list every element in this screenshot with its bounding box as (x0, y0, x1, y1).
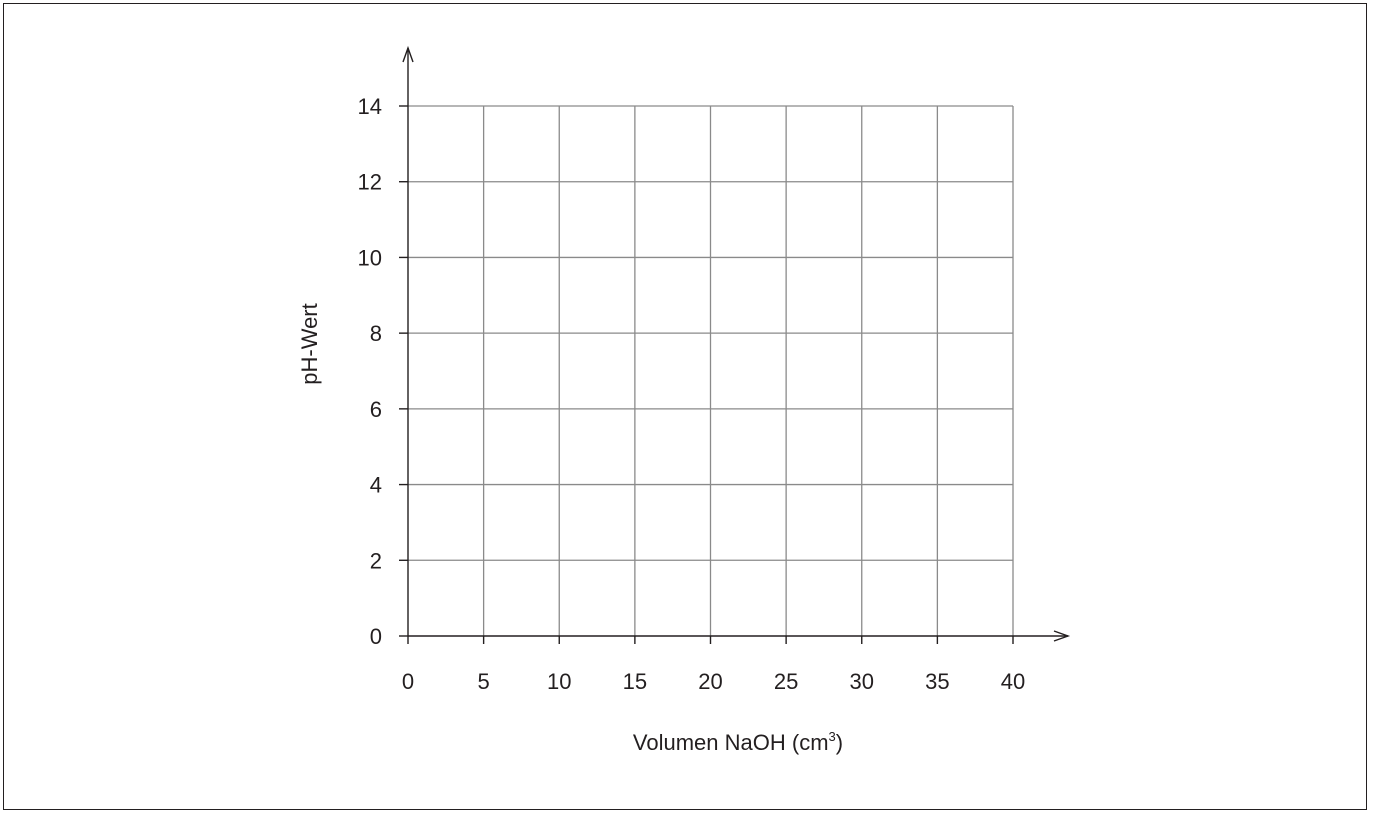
x-tick-label-35: 35 (925, 669, 949, 694)
y-tick-label-8: 8 (370, 321, 382, 346)
x-tick-label-10: 10 (547, 669, 571, 694)
y-tick-label-2: 2 (370, 548, 382, 573)
y-axis-ticks: 0 2 4 6 8 10 12 14 (358, 94, 408, 649)
x-tick-label-0: 0 (402, 669, 414, 694)
y-tick-label-12: 12 (358, 170, 382, 195)
y-tick-label-0: 0 (370, 624, 382, 649)
x-axis-label: Volumen NaOH (cm3) (633, 729, 843, 755)
y-axis-arrow (402, 45, 414, 63)
grid-lines (408, 105, 1014, 636)
axes (402, 45, 1071, 642)
x-tick-label-20: 20 (698, 669, 722, 694)
x-tick-label-25: 25 (774, 669, 798, 694)
y-tick-label-10: 10 (358, 245, 382, 270)
y-tick-label-14: 14 (358, 94, 382, 119)
x-axis-arrow (1053, 630, 1071, 642)
x-tick-label-40: 40 (1001, 669, 1025, 694)
y-tick-label-6: 6 (370, 397, 382, 422)
x-axis-ticks: 0 5 10 15 20 25 30 35 40 (402, 636, 1025, 694)
y-axis-label: pH-Wert (297, 303, 322, 385)
x-tick-label-30: 30 (850, 669, 874, 694)
x-tick-label-15: 15 (623, 669, 647, 694)
x-tick-label-5: 5 (478, 669, 490, 694)
y-tick-label-4: 4 (370, 473, 382, 498)
figure-frame (3, 3, 1367, 810)
